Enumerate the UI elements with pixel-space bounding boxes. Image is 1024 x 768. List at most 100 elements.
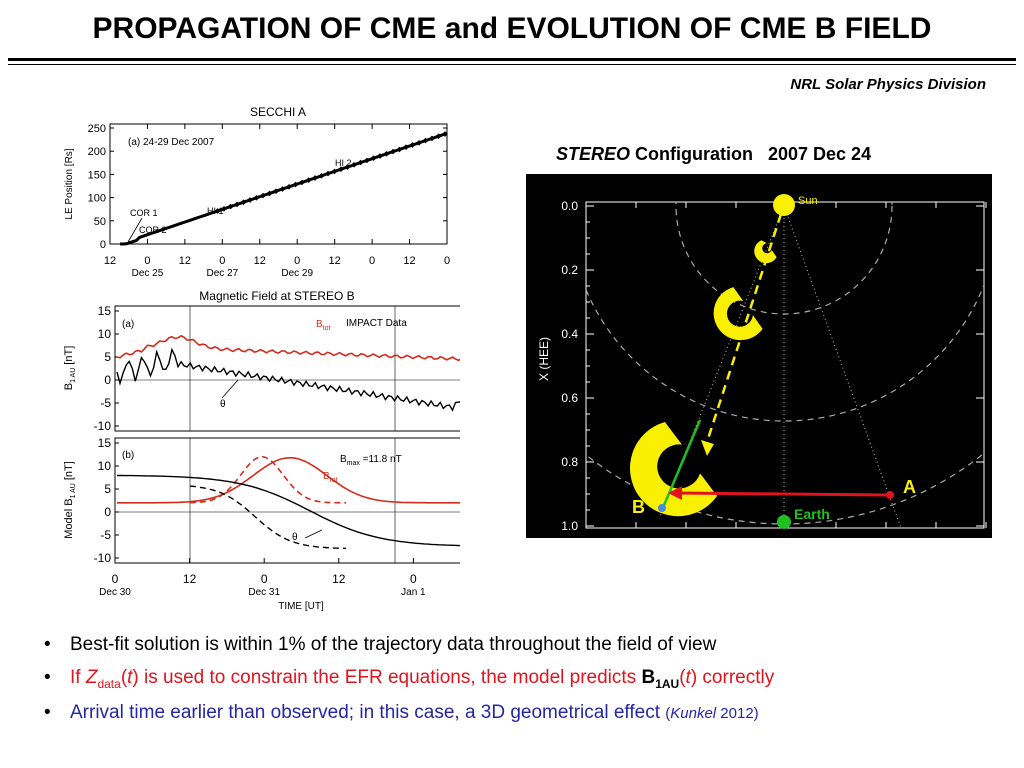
- panel3-date-label: Dec 31: [248, 587, 280, 598]
- panel1-frame: [109, 123, 448, 245]
- stereo-axis-label: X (HEE): [537, 337, 551, 381]
- panel-ytick-label: 5: [104, 482, 111, 496]
- panel1-date-label: Dec 29: [281, 268, 313, 279]
- panel1-datapoint: [364, 157, 370, 164]
- panel1-xtick-label: 0: [144, 255, 150, 267]
- spacecraft-b-label: B: [632, 497, 645, 517]
- btot-observed: [116, 334, 460, 362]
- bullet-3: • Arrival time earlier than observed; in …: [44, 702, 1014, 724]
- panel1-datapoint: [234, 201, 240, 208]
- bullet-2-text-c: ) correctly: [690, 667, 775, 688]
- panel1-ytick-label: 100: [88, 193, 106, 205]
- title-rule-thin: [8, 64, 1016, 65]
- cor1-pointer: [127, 217, 143, 243]
- panel1-xtick-label: 0: [294, 255, 300, 267]
- spacecraft-b-icon: [658, 504, 666, 512]
- stereo-title-rest: Configuration 2007 Dec 24: [630, 144, 872, 164]
- panel3-annotation: (b): [122, 450, 134, 461]
- stereo-ytick-label: 0.0: [561, 199, 578, 213]
- bullet-2-bsub: 1AU: [655, 676, 680, 691]
- panel2-btot-label: Btot: [316, 319, 331, 332]
- panel1-xtick-label: 12: [403, 255, 415, 267]
- panel1-title: SECCHI A: [249, 105, 306, 119]
- panel-ytick-label: -5: [100, 528, 111, 542]
- panel-ytick-label: 15: [98, 436, 112, 450]
- panel2-theta-label: θ: [220, 399, 226, 410]
- panel1-annotation: (a) 24-29 Dec 2007: [128, 137, 215, 148]
- panel1-xtick-label: 0: [219, 255, 225, 267]
- panel3-xlabel: TIME [UT]: [278, 601, 324, 612]
- panel3-series: [117, 455, 460, 550]
- panel1-datapoint: [279, 186, 286, 192]
- panel1-datapoint: [221, 205, 227, 212]
- panel3-xtick-label: 12: [183, 572, 197, 586]
- panel-ytick-label: 0: [104, 505, 111, 519]
- panel2-frame: [114, 305, 460, 432]
- panel3-date-label: Dec 30: [99, 587, 131, 598]
- spacecraft-a-label: A: [903, 477, 916, 497]
- panel1-xtick-label: 12: [329, 255, 341, 267]
- stereo-title: STEREO Configuration 2007 Dec 24: [556, 144, 871, 165]
- panel1-datapoint: [240, 199, 247, 206]
- panel1-datapoint: [266, 190, 273, 197]
- bullet-2-z: Z: [85, 667, 98, 688]
- cme-arc-medium: [713, 287, 763, 341]
- bullet-3-year: 2012): [716, 704, 759, 722]
- cme-arc-small: [754, 240, 777, 264]
- panel1-datapoint: [286, 183, 292, 190]
- panel3-btot-label: Btot: [323, 471, 338, 484]
- panel1-xtick-label: 12: [179, 255, 191, 267]
- btot-model: [117, 456, 460, 504]
- stereo-ytick-label: 0.8: [561, 455, 578, 469]
- panel1-datapoint: [292, 181, 299, 188]
- theta-pointer: [221, 379, 239, 399]
- panel1-datapoint: [247, 197, 253, 203]
- bullet-2-text-b: ) is used to constrain the EFR equations…: [132, 667, 642, 688]
- panel-ytick-label: -10: [94, 419, 112, 433]
- bullet-2-b: B: [641, 667, 656, 688]
- panel-ytick-label: 5: [104, 350, 111, 364]
- panel-ytick-label: 15: [98, 304, 112, 318]
- theta-observed: [116, 347, 460, 412]
- panel-ytick-label: -5: [100, 396, 111, 410]
- panel3-xtick-label: 0: [112, 572, 119, 586]
- bullet-3-text: Arrival time earlier than observed; in t…: [70, 701, 666, 723]
- panel2-ylabel: B1 AU [nT]: [63, 346, 77, 391]
- panel1-datapoint: [390, 148, 396, 155]
- panel1-ytick-label: 200: [88, 146, 106, 158]
- bullet-1: • Best-fit solution is within 1% of the t…: [44, 634, 1014, 656]
- slide-title: PROPAGATION OF CME and EVOLUTION OF CME …: [92, 12, 932, 45]
- panel3-theta-label: θ: [292, 532, 298, 543]
- panel1-xtick-label: 0: [369, 255, 375, 267]
- panel2-title: Magnetic Field at STEREO B: [199, 289, 355, 303]
- bullet-2: • If Zdata(t) is used to constrain the EF…: [44, 667, 1014, 691]
- panel2-annotation: (a): [122, 319, 134, 330]
- panel1-ytick-label: 0: [100, 239, 106, 251]
- panel1-xtick-label: 12: [104, 255, 116, 267]
- panel1-datapoint: [260, 192, 266, 199]
- stereo-configuration-diagram: 0.0 0.2 0.4 0.6 0.8 1.0 X (HEE) Sun Earth A B: [526, 174, 992, 538]
- model-theta-pointer: [304, 529, 323, 539]
- sun-label: Sun: [798, 195, 818, 207]
- panel1-ytick-label: 150: [88, 169, 106, 181]
- organization-label: NRL Solar Physics Division: [790, 76, 986, 93]
- stereo-ytick-label: 0.4: [561, 327, 578, 341]
- b-field-line: [660, 419, 702, 511]
- bullet-dot: •: [44, 634, 51, 655]
- earth-icon: [777, 515, 791, 529]
- bullet-2-text-a: If: [70, 667, 86, 688]
- panel1-date-label: Dec 27: [206, 268, 238, 279]
- panel1-ytick-label: 250: [88, 123, 106, 135]
- a-to-b-arrowhead: [668, 486, 682, 500]
- panel1-datapoint: [214, 208, 221, 214]
- bullet-3-author: Kunkel: [670, 704, 717, 722]
- panel3-date-label: Jan 1: [401, 587, 426, 598]
- panel1-xtick-label: 0: [444, 255, 450, 267]
- impact-label: IMPACT Data: [346, 318, 407, 329]
- panel1-ylabel: LE Position [Rs]: [64, 148, 75, 219]
- theta-model: [117, 474, 460, 547]
- stereo-ytick-label: 1.0: [561, 519, 578, 533]
- panel3-ylabel: Model B1 AU [nT]: [63, 461, 77, 539]
